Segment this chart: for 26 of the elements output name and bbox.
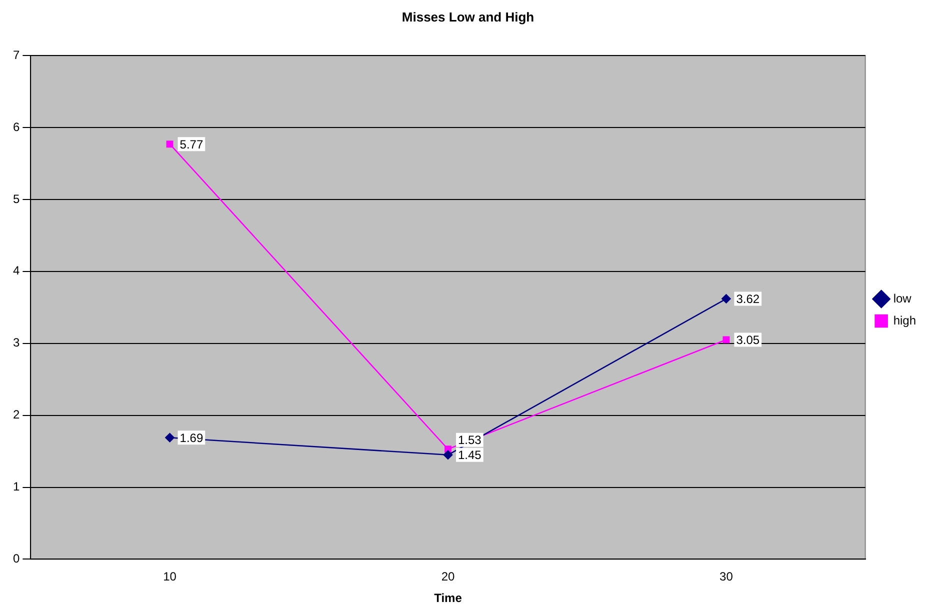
y-tick-label: 4 — [12, 264, 20, 278]
data-label: 5.77 — [180, 137, 204, 152]
legend-label: low — [893, 291, 912, 306]
x-tick-label: 30 — [720, 570, 734, 584]
point — [722, 294, 731, 304]
x-tick-label: 10 — [163, 570, 177, 584]
point — [165, 432, 174, 442]
y-tick-label: 7 — [12, 48, 20, 62]
y-tick-label: 5 — [12, 192, 20, 206]
data-label: 1.45 — [458, 448, 482, 462]
data-label: 1.53 — [458, 433, 482, 448]
data-label: 3.05 — [736, 333, 760, 348]
y-tick-label: 1 — [12, 480, 20, 494]
legend-label: high — [893, 313, 916, 328]
y-tick-label: 0 — [12, 552, 20, 566]
point — [722, 336, 730, 344]
point — [443, 450, 453, 460]
y-tick-label: 2 — [12, 408, 20, 422]
data-label: 3.62 — [736, 292, 760, 306]
y-tick-label: 3 — [12, 336, 20, 350]
data-label: 1.69 — [180, 430, 204, 445]
point — [166, 140, 174, 148]
x-axis-title: Time — [434, 591, 462, 606]
x-tick-label: 20 — [441, 570, 455, 584]
y-tick-label: 6 — [12, 120, 20, 134]
chart-title: Misses Low and High — [402, 9, 534, 24]
